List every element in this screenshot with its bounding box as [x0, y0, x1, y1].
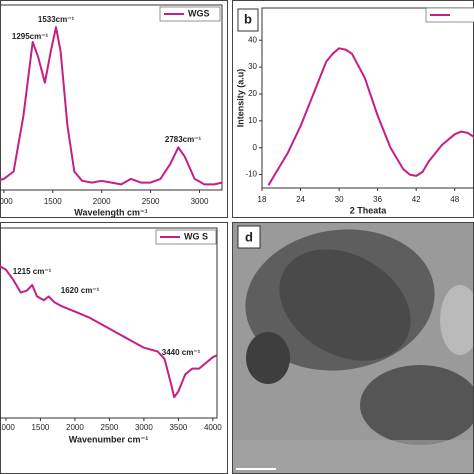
peak-annotation: 1533cm⁻¹	[38, 15, 75, 24]
x-axis-title: Wavenumber cm⁻¹	[69, 434, 148, 444]
peak-annotation: 1215 cm⁻¹	[13, 267, 52, 276]
legend-box	[155, 229, 217, 245]
y-tick-label: 10	[248, 116, 257, 125]
y-tick-label: 0	[253, 143, 258, 152]
panel-label: d	[245, 229, 253, 244]
peak-annotation: 1295cm⁻¹	[12, 32, 49, 41]
x-tick-label: 2500	[142, 197, 160, 206]
x-tick-label: 42	[412, 195, 421, 204]
x-tick-label: 1500	[44, 197, 62, 206]
plot-frame	[0, 4, 223, 191]
panel-badge	[237, 8, 259, 32]
data-line	[0, 265, 218, 399]
y-tick-label: 30	[248, 62, 257, 71]
peak-annotation: 1620 cm⁻¹	[61, 286, 100, 295]
legend-label: WG S	[184, 231, 208, 241]
y-tick-label: 20	[248, 89, 257, 98]
y-axis-title: Intensity (a.u)	[235, 69, 245, 128]
peak-annotation: 3440 cm⁻¹	[162, 348, 201, 357]
x-tick-label: 24	[296, 195, 305, 204]
x-tick-label: 4000	[204, 423, 222, 432]
x-tick-label: 1000	[0, 197, 13, 206]
chart-panel: 18 24 30 36 42 48 -10 0 10 20 30 40 2 Theata Intensit…	[235, 7, 474, 215]
chart-panel: 1000 1500 2000 2500 3000 3500 4000 Wavenumber c…	[0, 227, 222, 444]
x-tick-label: 3000	[191, 197, 209, 206]
x-tick-label: 3000	[135, 423, 153, 432]
x-tick-label: 2500	[101, 423, 119, 432]
panel-label: b	[244, 11, 252, 26]
plot-frame	[261, 7, 474, 189]
y-tick-label: 40	[248, 35, 257, 44]
plot-frame	[0, 227, 218, 419]
data-line	[267, 47, 474, 186]
x-tick-label: 30	[335, 195, 344, 204]
data-line	[0, 26, 223, 186]
chart-panel: 1000 1500 2000 2500 3000 Wavelength cm⁻¹ WGS 12…	[0, 4, 223, 217]
peak-annotation: 2783cm⁻¹	[165, 135, 202, 144]
x-tick-label: 36	[373, 195, 382, 204]
x-tick-label: 1000	[0, 423, 15, 432]
x-tick-label: 1500	[32, 423, 50, 432]
y-tick-label: -10	[245, 170, 257, 179]
tem-image: d	[232, 222, 474, 474]
x-axis-title: 2 Theata	[350, 205, 388, 215]
x-tick-label: 3500	[169, 423, 187, 432]
legend-box	[159, 6, 221, 22]
x-tick-label: 48	[450, 195, 459, 204]
x-axis-title: Wavelength cm⁻¹	[74, 207, 147, 217]
legend-label: WGS	[188, 8, 210, 18]
x-tick-label: 18	[258, 195, 267, 204]
x-tick-label: 2000	[66, 423, 84, 432]
x-tick-label: 2000	[93, 197, 111, 206]
